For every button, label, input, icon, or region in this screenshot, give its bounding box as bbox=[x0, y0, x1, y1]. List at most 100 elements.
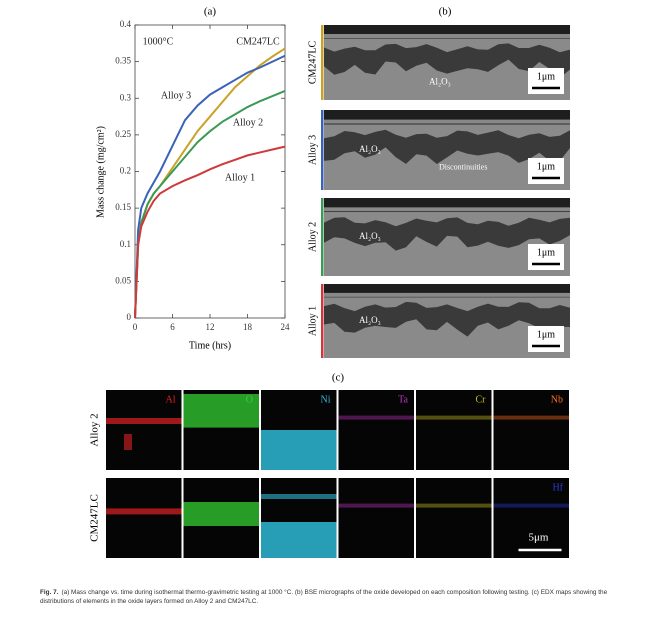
series-line bbox=[134, 145, 286, 319]
y-tick-label: 0.3 bbox=[120, 92, 132, 102]
scale-box bbox=[528, 158, 564, 184]
element-label: Cr bbox=[476, 394, 487, 405]
oxide-label: Al₂O₃ bbox=[359, 315, 381, 325]
oxide-label: Al₂O₃ bbox=[359, 144, 381, 154]
edx-map: Al bbox=[106, 390, 182, 470]
y-tick-label: 0.4 bbox=[120, 19, 132, 29]
micrograph-label: Alloy 2 bbox=[307, 222, 318, 252]
layer-band bbox=[324, 119, 570, 124]
map-signal bbox=[493, 503, 569, 508]
edx-map bbox=[261, 478, 337, 558]
series-line bbox=[134, 47, 286, 319]
figure: (a) 1000°C Time (hrs) Mass change (mg/cm… bbox=[89, 6, 570, 558]
x-tick-label: 24 bbox=[281, 322, 291, 332]
map-signal bbox=[416, 503, 492, 508]
y-tick-label: 0.05 bbox=[115, 275, 131, 285]
y-tick-label: 0.2 bbox=[120, 166, 131, 176]
map-signal bbox=[106, 418, 182, 424]
panel-label: (c) bbox=[332, 372, 345, 384]
row-label: Alloy 2 bbox=[89, 413, 101, 446]
plot-frame bbox=[134, 24, 286, 319]
layer-band bbox=[324, 34, 570, 38]
caption: Fig. 7. (a) Mass change vs. time during i… bbox=[40, 588, 625, 606]
edx-map: Ta bbox=[338, 390, 414, 470]
element-label: Ta bbox=[398, 394, 408, 405]
map-bg bbox=[493, 478, 569, 558]
micrograph: CM247LC Al₂O₃ 1μm bbox=[307, 25, 570, 100]
oxide-label: Al₂O₃ bbox=[429, 77, 451, 87]
color-bar bbox=[321, 110, 324, 190]
scale-box bbox=[528, 68, 564, 94]
y-tick-label: 0.15 bbox=[115, 202, 131, 212]
element-label: Nb bbox=[551, 394, 563, 405]
y-tick-label: 0 bbox=[127, 312, 132, 322]
series-label: Alloy 1 bbox=[225, 172, 255, 183]
map-signal bbox=[261, 494, 337, 499]
x-axis-label: Time (hrs) bbox=[189, 340, 231, 351]
edx-map bbox=[183, 478, 259, 558]
oxide-layer bbox=[324, 297, 570, 337]
map-signal bbox=[493, 415, 569, 420]
element-label: O bbox=[246, 394, 253, 405]
caption-label: Fig. 7. bbox=[40, 589, 59, 596]
color-bar bbox=[321, 198, 324, 276]
map-signal bbox=[261, 430, 337, 470]
scale-box bbox=[528, 244, 564, 270]
micrograph: Alloy 3 Al₂O₃ Discontinuities 1μm bbox=[307, 110, 570, 190]
color-bar bbox=[321, 284, 324, 358]
y-tick-label: 0.25 bbox=[115, 129, 131, 139]
scale-label: 1μm bbox=[537, 161, 555, 172]
row-label: CM247LC bbox=[89, 494, 101, 542]
layer-band bbox=[324, 207, 570, 212]
annotation: 1000°C bbox=[143, 36, 174, 47]
map-signal bbox=[416, 415, 492, 420]
element-label: Al bbox=[166, 394, 176, 405]
edx-map: Ni bbox=[261, 390, 337, 470]
x-tick-label: 6 bbox=[170, 322, 175, 332]
micrograph-label: Alloy 3 bbox=[307, 135, 318, 165]
edx-map: O bbox=[183, 390, 259, 470]
scale-label: 1μm bbox=[537, 247, 555, 258]
y-tick-label: 0.35 bbox=[115, 56, 131, 66]
oxide-label: Al₂O₃ bbox=[359, 231, 381, 241]
scale-box bbox=[528, 326, 564, 352]
micrograph-label: Alloy 1 bbox=[307, 306, 318, 336]
scale-label: 1μm bbox=[537, 329, 555, 340]
edx-map: Nb bbox=[493, 390, 569, 470]
map-signal bbox=[183, 502, 259, 526]
map-bg bbox=[106, 390, 182, 470]
map-bg bbox=[416, 390, 492, 470]
caption-text: (a) Mass change vs. time during isotherm… bbox=[40, 589, 608, 605]
map-bg bbox=[338, 478, 414, 558]
layer-band bbox=[324, 292, 570, 297]
series-line bbox=[134, 54, 286, 319]
scale-label: 5μm bbox=[529, 532, 549, 544]
scale-label: 1μm bbox=[537, 71, 555, 82]
edx-map: Cr bbox=[416, 390, 492, 470]
map-signal bbox=[183, 394, 259, 428]
oxide-layer bbox=[324, 212, 570, 251]
micrograph: Alloy 1 Al₂O₃ 1μm bbox=[307, 284, 570, 358]
micrograph-label: CM247LC bbox=[307, 41, 318, 85]
x-tick-label: 0 bbox=[133, 322, 138, 332]
oxide-layer bbox=[324, 124, 570, 164]
series-label: Alloy 3 bbox=[161, 90, 191, 101]
color-bar bbox=[321, 25, 324, 100]
x-tick-label: 18 bbox=[243, 322, 253, 332]
series-label: CM247LC bbox=[236, 36, 280, 47]
series-line bbox=[134, 90, 286, 319]
map-signal bbox=[106, 508, 182, 515]
map-signal bbox=[124, 434, 132, 450]
map-bg bbox=[338, 390, 414, 470]
micrograph: Alloy 2 Al₂O₃ 1μm bbox=[307, 198, 570, 276]
element-label: Hf bbox=[552, 482, 563, 493]
note-label: Discontinuities bbox=[439, 162, 487, 171]
oxide-layer bbox=[324, 38, 570, 78]
edx-map bbox=[338, 478, 414, 558]
y-axis-label: Mass change (mg/cm²) bbox=[95, 126, 106, 218]
map-signal bbox=[261, 522, 337, 558]
edx-map: Hf bbox=[493, 478, 569, 558]
panel-label: (b) bbox=[439, 6, 452, 18]
x-tick-label: 12 bbox=[206, 322, 215, 332]
